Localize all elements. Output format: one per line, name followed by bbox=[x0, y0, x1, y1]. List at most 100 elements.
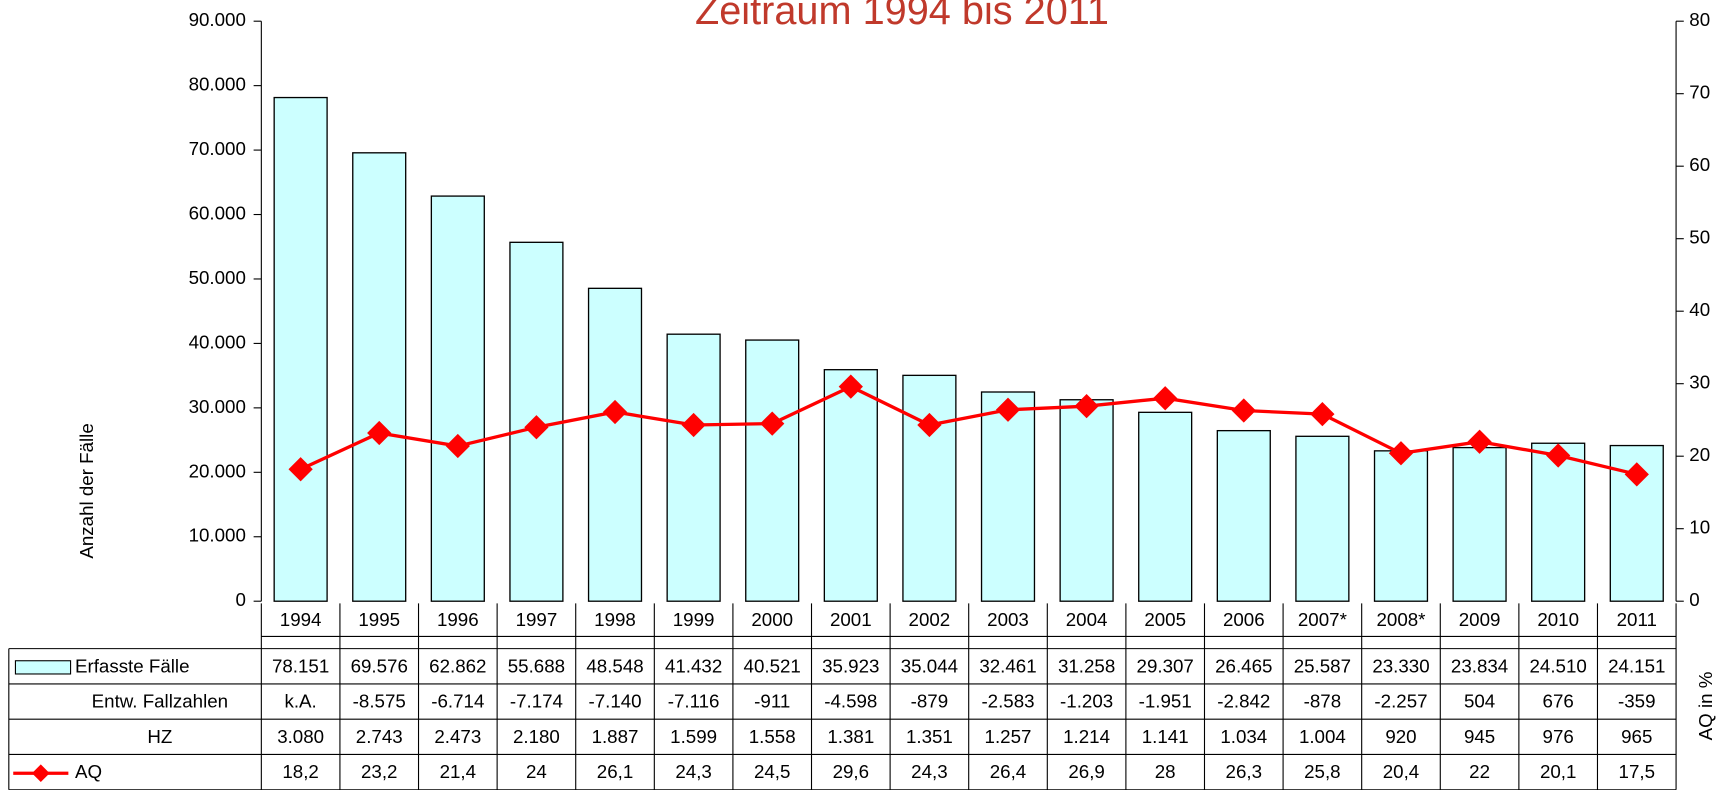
bar bbox=[430, 195, 485, 602]
y2-tick-label: 0 bbox=[1689, 589, 1699, 610]
table-cell: 26,9 bbox=[1068, 761, 1104, 782]
table-cell: 17,5 bbox=[1619, 761, 1655, 782]
line-marker bbox=[1153, 386, 1178, 411]
table-cell: 24,5 bbox=[754, 761, 790, 782]
y2-tick-label: 10 bbox=[1689, 517, 1710, 538]
table-cell: -1.203 bbox=[1060, 691, 1113, 712]
x-tick-label: 2000 bbox=[751, 609, 793, 630]
table-cell: -1.951 bbox=[1139, 691, 1192, 712]
table-cell: -7.116 bbox=[668, 691, 720, 712]
legend-swatch bbox=[14, 660, 72, 675]
line-marker bbox=[1310, 402, 1335, 427]
table-cell: 1.141 bbox=[1142, 726, 1189, 747]
x-tick-label: 2007* bbox=[1298, 609, 1347, 630]
bar bbox=[745, 339, 800, 602]
table-cell: 1.351 bbox=[906, 726, 953, 747]
table-cell: 22 bbox=[1469, 761, 1490, 782]
table-cell: 26.465 bbox=[1215, 655, 1272, 676]
table-cell: 24.510 bbox=[1530, 655, 1587, 676]
x-tick-label: 2004 bbox=[1066, 609, 1108, 630]
table-cell: 1.381 bbox=[827, 726, 874, 747]
bar bbox=[1373, 450, 1429, 602]
table-cell: 20,1 bbox=[1540, 761, 1576, 782]
y-tick-label: 0 bbox=[235, 589, 245, 610]
table-cell: 31.258 bbox=[1058, 655, 1115, 676]
table-cell: -2.257 bbox=[1374, 691, 1427, 712]
table-cell: -8.575 bbox=[353, 691, 406, 712]
table-cell: 1.887 bbox=[592, 726, 639, 747]
table-cell: -359 bbox=[1618, 691, 1656, 712]
table-cell: k.A. bbox=[284, 691, 316, 712]
bar bbox=[1531, 442, 1586, 602]
line bbox=[299, 384, 1638, 476]
table-cell: 29,6 bbox=[833, 761, 869, 782]
table-cell: 23.330 bbox=[1372, 655, 1429, 676]
table-cell: -7.174 bbox=[510, 691, 563, 712]
table-cell: 976 bbox=[1543, 726, 1574, 747]
bar bbox=[273, 96, 328, 602]
bar bbox=[1216, 429, 1271, 602]
y2-tick-label: 40 bbox=[1689, 299, 1710, 320]
table-cell: 24,3 bbox=[675, 761, 711, 782]
table-cell: 48.548 bbox=[586, 655, 643, 676]
line-marker bbox=[1231, 398, 1256, 423]
y2-axis-label: AQ in % bbox=[1695, 672, 1716, 741]
table-cell: 55.688 bbox=[508, 655, 565, 676]
x-tick-label: 1996 bbox=[437, 609, 479, 630]
y2-tick-label: 80 bbox=[1689, 9, 1710, 30]
table-cell: 26,4 bbox=[990, 761, 1026, 782]
table-cell: 3.080 bbox=[277, 726, 324, 747]
table-cell: 18,2 bbox=[282, 761, 318, 782]
x-tick-label: 1994 bbox=[280, 609, 322, 630]
table-cell: -4.598 bbox=[824, 691, 877, 712]
x-tick-label: 1998 bbox=[594, 609, 636, 630]
x-tick-label: 2008* bbox=[1376, 609, 1425, 630]
line-marker bbox=[445, 433, 470, 459]
table-cell: -7.140 bbox=[588, 691, 641, 712]
y-tick-label: 50.000 bbox=[189, 267, 246, 288]
line-marker bbox=[681, 412, 706, 438]
x-tick-label: 2001 bbox=[830, 609, 872, 630]
table-cell: 32.461 bbox=[979, 655, 1036, 676]
bar bbox=[1138, 411, 1193, 602]
x-tick-label: 2005 bbox=[1144, 609, 1186, 630]
table-cell: 2.473 bbox=[434, 726, 481, 747]
table-cell: 2.180 bbox=[513, 726, 560, 747]
table-cell: 1.599 bbox=[670, 726, 717, 747]
x-tick-label: 1997 bbox=[516, 609, 558, 630]
row-label: HZ bbox=[147, 726, 172, 747]
table-cell: 25,8 bbox=[1304, 761, 1340, 782]
table-cell: 920 bbox=[1385, 726, 1416, 747]
line-marker bbox=[760, 411, 785, 436]
y2-tick-label: 50 bbox=[1689, 227, 1710, 248]
x-tick-label: 1995 bbox=[358, 609, 400, 630]
y2-tick-label: 30 bbox=[1689, 372, 1710, 393]
y-tick-label: 60.000 bbox=[189, 202, 246, 223]
bar bbox=[1059, 399, 1114, 602]
bar bbox=[980, 391, 1036, 602]
table-cell: 29.307 bbox=[1137, 655, 1194, 676]
y2-tick-label: 20 bbox=[1689, 444, 1710, 465]
legend-label: AQ bbox=[75, 761, 102, 782]
line-marker bbox=[288, 457, 313, 482]
table-cell: 26,3 bbox=[1226, 761, 1262, 782]
table-cell: 1.214 bbox=[1063, 726, 1110, 747]
table-cell: -879 bbox=[911, 691, 949, 712]
line-marker bbox=[1546, 443, 1571, 468]
y-tick-label: 30.000 bbox=[189, 396, 246, 417]
table-cell: 40.521 bbox=[744, 655, 801, 676]
table-cell: -878 bbox=[1304, 691, 1341, 712]
x-tick-label: 2010 bbox=[1537, 609, 1579, 630]
table-cell: 28 bbox=[1155, 761, 1176, 782]
table-cell: 41.432 bbox=[665, 655, 722, 676]
table-cell: 1.257 bbox=[985, 726, 1032, 747]
bar bbox=[902, 374, 957, 602]
chart-title: Zeitraum 1994 bis 2011 bbox=[695, 0, 1109, 33]
y-axis-label: Anzahl der Fälle bbox=[76, 423, 97, 558]
row-label: Entw. Fallzahlen bbox=[92, 691, 228, 712]
table-cell: -6.714 bbox=[431, 691, 484, 712]
bar bbox=[1295, 435, 1350, 602]
table-cell: 504 bbox=[1464, 691, 1495, 712]
table-cell: 20,4 bbox=[1383, 761, 1419, 782]
